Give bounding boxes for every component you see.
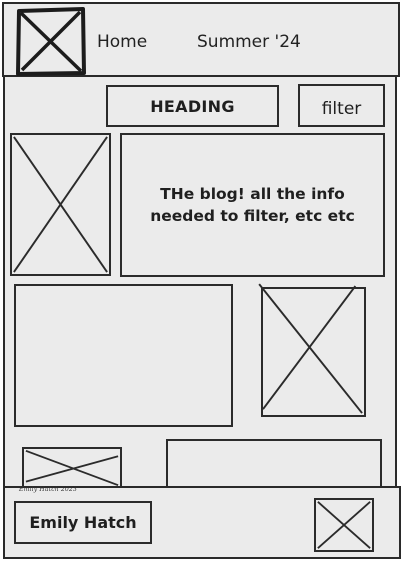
blog-image-placeholder-icon [10, 133, 111, 276]
content-block-secondary [166, 439, 382, 489]
signature: Emily Hatch 2023 [19, 486, 78, 493]
author-name-box: Emily Hatch [14, 501, 152, 544]
thumbnail-image-placeholder-icon [22, 447, 122, 489]
footer-image-placeholder-icon [314, 498, 374, 552]
heading-box: HEADING [106, 85, 279, 127]
content-block [14, 284, 233, 427]
blog-intro-box: THe blog! all the info needed to filter,… [120, 133, 385, 277]
blog-intro-text: THe blog! all the info needed to filter,… [150, 185, 355, 225]
nav-home-link[interactable]: Home [97, 32, 148, 52]
page-heading: HEADING [150, 96, 235, 116]
logo-image-placeholder-icon[interactable] [15, 6, 87, 76]
filter-label: filter [321, 98, 362, 119]
content-image-placeholder-icon [258, 283, 366, 417]
nav-summer-24-link[interactable]: Summer '24 [197, 32, 301, 52]
author-name: Emily Hatch [29, 513, 137, 532]
header-bar [2, 2, 400, 77]
filter-button[interactable]: filter [298, 84, 385, 127]
